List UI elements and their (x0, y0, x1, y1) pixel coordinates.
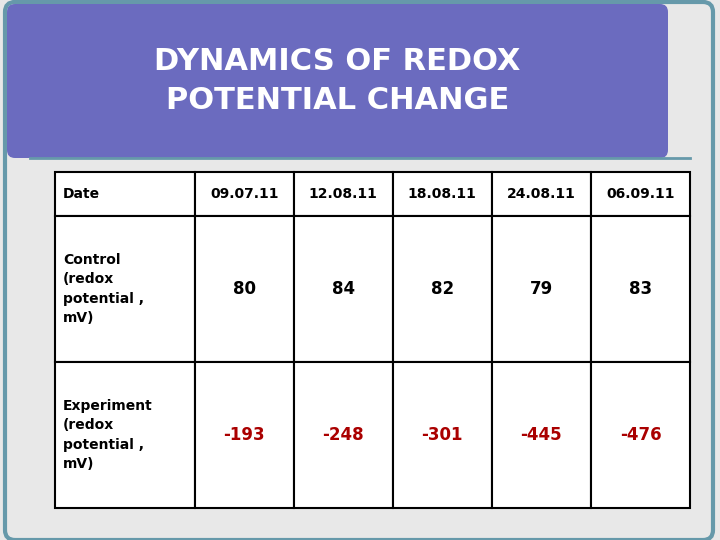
Bar (15, 12, 45, 150)
FancyBboxPatch shape (7, 4, 668, 158)
Bar (15, 12, 660, 42)
Bar (393, 215, 492, 362)
Text: Experiment
(redox
potential ,
mV): Experiment (redox potential , mV) (63, 399, 153, 471)
Text: 09.07.11: 09.07.11 (210, 187, 279, 201)
Text: 82: 82 (431, 280, 454, 298)
Bar (194, 215, 294, 362)
Text: 24.08.11: 24.08.11 (507, 187, 576, 201)
Text: 18.08.11: 18.08.11 (408, 187, 477, 201)
Bar (591, 362, 690, 508)
Bar (492, 362, 591, 508)
Bar (591, 172, 690, 215)
Bar (393, 172, 492, 215)
Text: -445: -445 (521, 426, 562, 444)
Bar (294, 362, 393, 508)
Bar (15, 120, 660, 150)
Text: -193: -193 (223, 426, 265, 444)
Bar (194, 362, 294, 508)
Bar (492, 172, 591, 215)
Bar (393, 362, 492, 508)
Bar (591, 215, 690, 362)
Text: 79: 79 (530, 280, 553, 298)
Text: -248: -248 (323, 426, 364, 444)
Bar (55, 362, 194, 508)
Text: Control
(redox
potential ,
mV): Control (redox potential , mV) (63, 253, 144, 325)
Text: -476: -476 (620, 426, 661, 444)
Text: 80: 80 (233, 280, 256, 298)
Bar (55, 215, 194, 362)
Text: 84: 84 (332, 280, 355, 298)
Text: 83: 83 (629, 280, 652, 298)
Text: 12.08.11: 12.08.11 (309, 187, 378, 201)
Bar (294, 215, 393, 362)
FancyBboxPatch shape (5, 2, 713, 540)
Bar (492, 215, 591, 362)
Bar (194, 172, 294, 215)
Text: DYNAMICS OF REDOX
POTENTIAL CHANGE: DYNAMICS OF REDOX POTENTIAL CHANGE (154, 48, 521, 114)
Bar (55, 172, 194, 215)
Bar (294, 172, 393, 215)
Text: 06.09.11: 06.09.11 (606, 187, 675, 201)
Text: Date: Date (63, 187, 100, 201)
Text: -301: -301 (422, 426, 463, 444)
